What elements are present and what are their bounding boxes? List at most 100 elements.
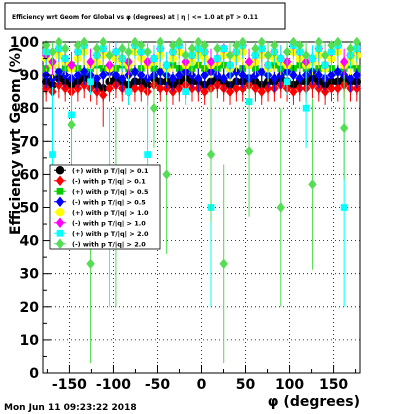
data-point xyxy=(156,83,165,94)
legend-box xyxy=(49,164,161,250)
data-point xyxy=(282,46,292,58)
data-point xyxy=(187,43,197,54)
data-point xyxy=(283,78,291,86)
timestamp: Mon Jun 11 09:23:22 2018 xyxy=(4,403,137,413)
legend-entry-7: (-) with p T/|q| > 2.0 xyxy=(54,238,146,249)
data-point xyxy=(92,43,102,54)
data-point xyxy=(175,36,184,48)
data-point xyxy=(99,69,108,81)
legend-label: (+) with p T/|q| > 0.1 xyxy=(72,167,149,176)
data-point xyxy=(175,69,184,81)
data-point xyxy=(87,78,94,86)
data-point xyxy=(346,43,355,54)
data-point xyxy=(124,46,133,58)
data-point xyxy=(99,89,108,101)
data-point xyxy=(320,50,330,61)
data-point xyxy=(225,86,235,97)
data-point xyxy=(270,73,279,84)
data-point xyxy=(277,55,285,62)
data-point xyxy=(301,50,311,61)
data-point xyxy=(112,48,120,56)
data-point xyxy=(289,69,298,81)
data-point xyxy=(219,73,228,84)
data-point xyxy=(200,40,209,51)
data-point xyxy=(163,61,170,69)
data-point xyxy=(206,149,216,160)
data-point xyxy=(276,202,285,213)
data-point xyxy=(55,238,65,249)
data-point xyxy=(213,69,222,81)
data-point xyxy=(232,40,241,51)
data-point xyxy=(257,86,266,97)
data-point xyxy=(41,40,51,51)
data-point xyxy=(257,36,266,48)
data-point xyxy=(137,69,146,81)
data-point xyxy=(206,56,216,68)
data-point xyxy=(105,50,114,61)
data-point xyxy=(238,69,247,81)
legend-entry-6: (+) with p T/|q| > 2.0 xyxy=(54,230,149,239)
data-point xyxy=(56,229,64,237)
data-point xyxy=(276,69,285,81)
data-point xyxy=(333,66,343,77)
data-point xyxy=(327,40,336,51)
legend-label: (+) with p T/|q| > 0.5 xyxy=(72,188,149,197)
legend-entry-0: (+) with p T/|q| > 0.1 xyxy=(54,166,149,176)
data-point xyxy=(67,59,76,71)
legend-entry-2: (+) with p T/|q| > 0.5 xyxy=(54,188,149,197)
y-axis-title: Efficiency wrt Geom (%) xyxy=(8,47,24,235)
data-point xyxy=(308,179,317,190)
y-tick-label: 40 xyxy=(20,234,40,250)
x-tick-label: 0 xyxy=(197,377,207,393)
legend-label: (+) with p T/|q| > 2.0 xyxy=(72,230,149,239)
data-point xyxy=(340,204,348,211)
legend-entry-3: (-) with p T/|q| > 0.5 xyxy=(54,196,146,207)
legend-label: (-) with p T/|q| > 0.1 xyxy=(72,177,146,186)
x-tick-label: 100 xyxy=(275,377,304,393)
data-point xyxy=(194,73,203,84)
data-point xyxy=(54,66,64,77)
data-point xyxy=(60,43,70,54)
data-point xyxy=(339,122,349,134)
legend-entry-5: (-) with p T/|q| > 1.0 xyxy=(54,217,146,228)
data-point xyxy=(130,66,140,77)
data-point xyxy=(156,36,165,48)
x-tick-label: -50 xyxy=(145,377,171,393)
data-point xyxy=(55,196,65,207)
y-tick-label: 20 xyxy=(20,300,40,316)
data-point xyxy=(67,119,76,130)
data-point xyxy=(73,40,83,51)
data-point xyxy=(295,40,304,51)
data-point xyxy=(49,151,56,158)
data-point xyxy=(111,69,121,81)
data-point xyxy=(150,55,158,62)
data-point xyxy=(144,151,151,158)
data-point xyxy=(238,36,247,48)
y-tick-label: 80 xyxy=(20,101,40,117)
data-point xyxy=(187,69,197,81)
data-point xyxy=(309,55,316,62)
data-point xyxy=(220,45,228,52)
x-tick-label: -150 xyxy=(52,377,87,393)
legend-entry-4: (+) with p T/|q| > 1.0 xyxy=(54,208,149,218)
data-point xyxy=(182,88,190,96)
data-point xyxy=(55,175,65,186)
data-point xyxy=(251,69,260,81)
data-point xyxy=(80,66,89,77)
x-axis-title: φ (degrees) xyxy=(268,394,360,410)
data-point xyxy=(333,36,343,48)
x-tick-label: 150 xyxy=(319,377,348,393)
y-tick-label: 50 xyxy=(20,201,40,217)
data-point xyxy=(92,73,102,84)
title-box xyxy=(4,2,286,30)
data-point xyxy=(156,66,165,77)
data-point xyxy=(270,40,279,51)
data-point xyxy=(54,36,64,48)
y-tick-label: 30 xyxy=(20,267,40,283)
y-tick-label: 60 xyxy=(20,167,40,183)
data-point xyxy=(251,43,260,54)
data-point xyxy=(289,86,298,97)
data-point xyxy=(314,36,323,48)
data-point xyxy=(257,66,266,77)
